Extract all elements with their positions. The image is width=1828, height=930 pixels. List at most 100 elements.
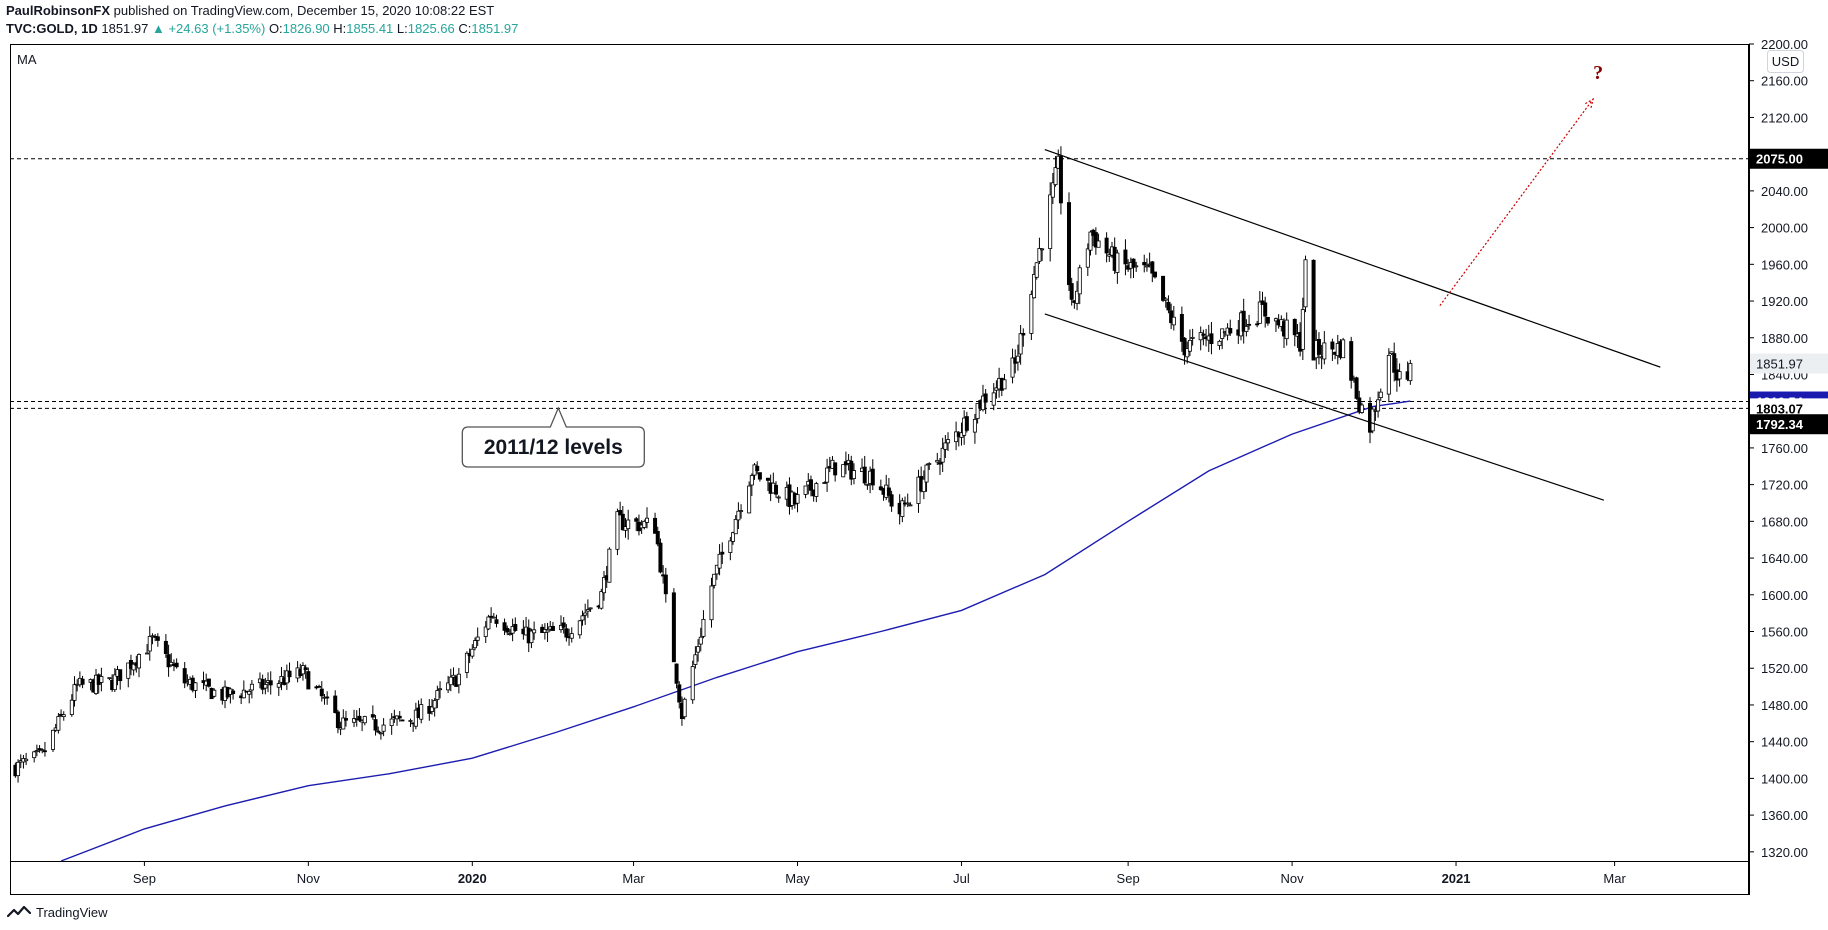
candle-body-up	[446, 682, 451, 691]
candle-body-up	[1244, 325, 1249, 332]
price-tick-label: 1640.00	[1761, 551, 1808, 566]
candle-body-up	[943, 442, 948, 450]
candle-body-down	[755, 465, 760, 472]
candle-body-up	[803, 485, 808, 495]
candle-body-down	[1311, 259, 1316, 361]
price-tick-label: 1920.00	[1761, 294, 1808, 309]
author-name[interactable]: PaulRobinsonFX	[6, 3, 110, 18]
open-label: O:	[268, 21, 283, 36]
candle-body-down	[1354, 377, 1359, 399]
projection-arrow-line	[1439, 98, 1594, 306]
candle-body-up	[975, 403, 980, 419]
candle-body-up	[1408, 363, 1413, 382]
currency-button[interactable]: USD	[1767, 50, 1804, 73]
candle-body-down	[287, 670, 292, 678]
candle-body-up	[924, 464, 929, 483]
candle-body-up	[865, 483, 870, 486]
candle-body-up	[247, 691, 252, 695]
candle-body-down	[357, 715, 362, 721]
time-tick-label: Mar	[1603, 871, 1626, 886]
candle-body-down	[42, 750, 47, 753]
candle-body-up	[602, 577, 607, 594]
close-value: 1851.97	[471, 21, 519, 36]
indicator-label[interactable]: MA	[17, 52, 37, 67]
price-tick-label: 2120.00	[1761, 110, 1808, 125]
candle-body-up	[1053, 167, 1058, 186]
trendlines	[1044, 97, 1661, 501]
projection-arrow-head	[1585, 97, 1595, 108]
low-label: L:	[396, 21, 408, 36]
candle-body-up	[980, 395, 985, 411]
candle-body-down	[1131, 258, 1136, 268]
candle-body-up	[1341, 339, 1346, 359]
candle-body-down	[1169, 310, 1174, 324]
candle-body-up	[1187, 339, 1192, 352]
candle-body-up	[946, 439, 951, 444]
candle-body-up	[16, 761, 21, 777]
candle-body-down	[1265, 316, 1270, 324]
candle-body-up	[851, 470, 856, 479]
candle-body-down	[663, 574, 668, 595]
candle-body-down	[1292, 318, 1297, 336]
candle-body-down	[937, 462, 942, 465]
candle-body-down	[658, 542, 663, 573]
candlesticks	[13, 146, 1413, 783]
candle-body-up	[1376, 399, 1381, 412]
channel-upper-line	[1044, 149, 1661, 368]
candle-body-down	[620, 513, 625, 531]
candle-body-up	[419, 704, 424, 720]
candle-body-up	[940, 447, 945, 463]
candle-body-up	[1029, 294, 1034, 334]
candle-body-up	[580, 615, 585, 621]
price-chart[interactable]: MA 1320.00 1360.00 1400.00 1440.00 1480.00 15…	[0, 0, 1828, 900]
candle-body-down	[833, 462, 838, 476]
price-tick-label: 1360.00	[1761, 808, 1808, 823]
candle-body-up	[701, 618, 706, 637]
candle-body-up	[532, 629, 537, 634]
candle-body-up	[486, 616, 491, 630]
candle-body-up	[825, 467, 830, 483]
footer-brand[interactable]: TradingView	[36, 904, 108, 920]
open-value: 1826.90	[282, 21, 330, 36]
candle-body-down	[1069, 283, 1074, 300]
candle-body-down	[1209, 333, 1214, 345]
candle-body-up	[1048, 194, 1053, 249]
candle-body-up	[739, 510, 744, 512]
candle-body-up	[475, 636, 480, 641]
annotation-callout[interactable]: 2011/12 levels	[461, 406, 645, 468]
price-tick-label: 2160.00	[1761, 74, 1808, 89]
candle-body-up	[728, 540, 733, 553]
moving-average-line	[60, 400, 1411, 862]
candle-body-down	[306, 671, 311, 690]
candle-body-up	[795, 494, 800, 504]
channel-lower-line	[1044, 313, 1605, 501]
price-tick-label: 2200.00	[1761, 37, 1808, 52]
candle-body-up	[352, 718, 357, 723]
chart-header: PaulRobinsonFX published on TradingView.…	[6, 2, 518, 38]
candle-body-up	[241, 689, 246, 699]
candle-body-down	[166, 654, 171, 668]
price-label-text: 1792.34	[1756, 417, 1804, 432]
candle-body-up	[438, 688, 443, 691]
candle-body-up	[841, 464, 846, 478]
candle-body-up	[1359, 404, 1364, 413]
candle-body-up	[56, 716, 61, 731]
candle-body-up	[435, 690, 440, 700]
candle-body-up	[991, 392, 996, 406]
candle-body-down	[303, 667, 308, 671]
symbol-label: TVC:GOLD, 1D	[6, 21, 98, 36]
candle-body-down	[231, 690, 236, 695]
candle-body-down	[513, 623, 518, 631]
candle-body-down	[1201, 333, 1206, 336]
candle-body-down	[674, 663, 679, 684]
candle-body-down	[886, 487, 891, 496]
candle-body-up	[747, 485, 752, 514]
price-change: ▲ +24.63 (+1.35%)	[151, 21, 266, 36]
price-tick-label: 1320.00	[1761, 845, 1808, 860]
candle-body-up	[408, 720, 413, 722]
candle-body-up	[588, 607, 593, 610]
candle-body-down	[325, 696, 330, 699]
candle-body-up	[193, 682, 198, 691]
time-axis-ticks: Sep Nov 2020 Mar May Jul Sep Nov 2021 Mar	[133, 861, 1626, 886]
